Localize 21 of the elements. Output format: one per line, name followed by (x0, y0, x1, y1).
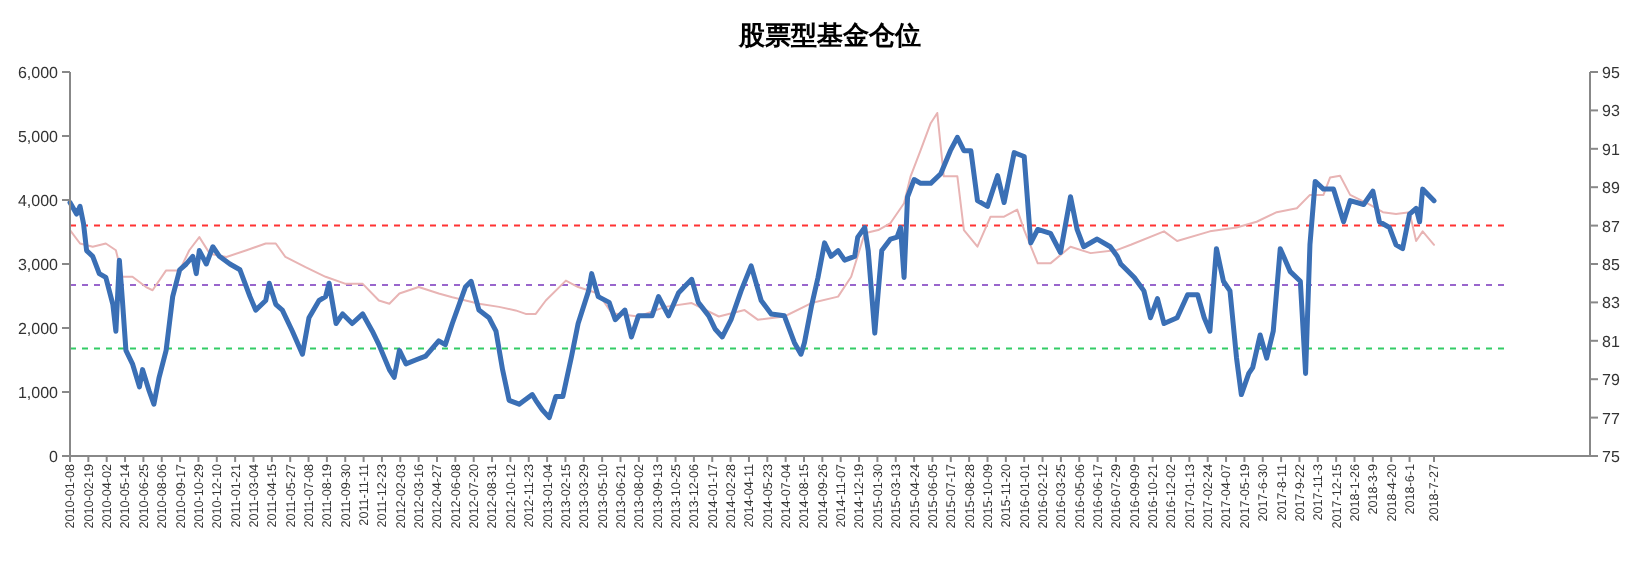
y2-tick-label: 87 (1602, 217, 1621, 236)
y-tick-label: 0 (49, 448, 60, 466)
y-tick-label: 4,000 (17, 192, 60, 210)
y-tick-label: 3,000 (17, 256, 60, 274)
y-tick-label: 6,000 (17, 64, 60, 82)
y2-tick-label: 91 (1602, 140, 1621, 159)
y-tick-label: 5,000 (17, 128, 60, 146)
y2-tick-label: 95 (1602, 64, 1621, 82)
line-series (67, 134, 1437, 421)
chart-title: 股票型基金仓位 (737, 20, 921, 50)
y2-tick-label: 75 (1602, 448, 1621, 466)
y2-tick-label: 89 (1602, 179, 1621, 198)
y2-tick-label: 81 (1602, 332, 1621, 351)
y-tick-label: 2,000 (17, 320, 60, 338)
y2-tick-label: 83 (1602, 294, 1621, 313)
y-tick-label: 1,000 (17, 384, 60, 402)
y2-tick-label: 93 (1602, 102, 1621, 121)
line-series (69, 111, 1436, 321)
y2-tick-label: 85 (1602, 256, 1621, 274)
y2-tick-label: 77 (1602, 409, 1621, 428)
y2-tick-label: 79 (1602, 371, 1621, 390)
